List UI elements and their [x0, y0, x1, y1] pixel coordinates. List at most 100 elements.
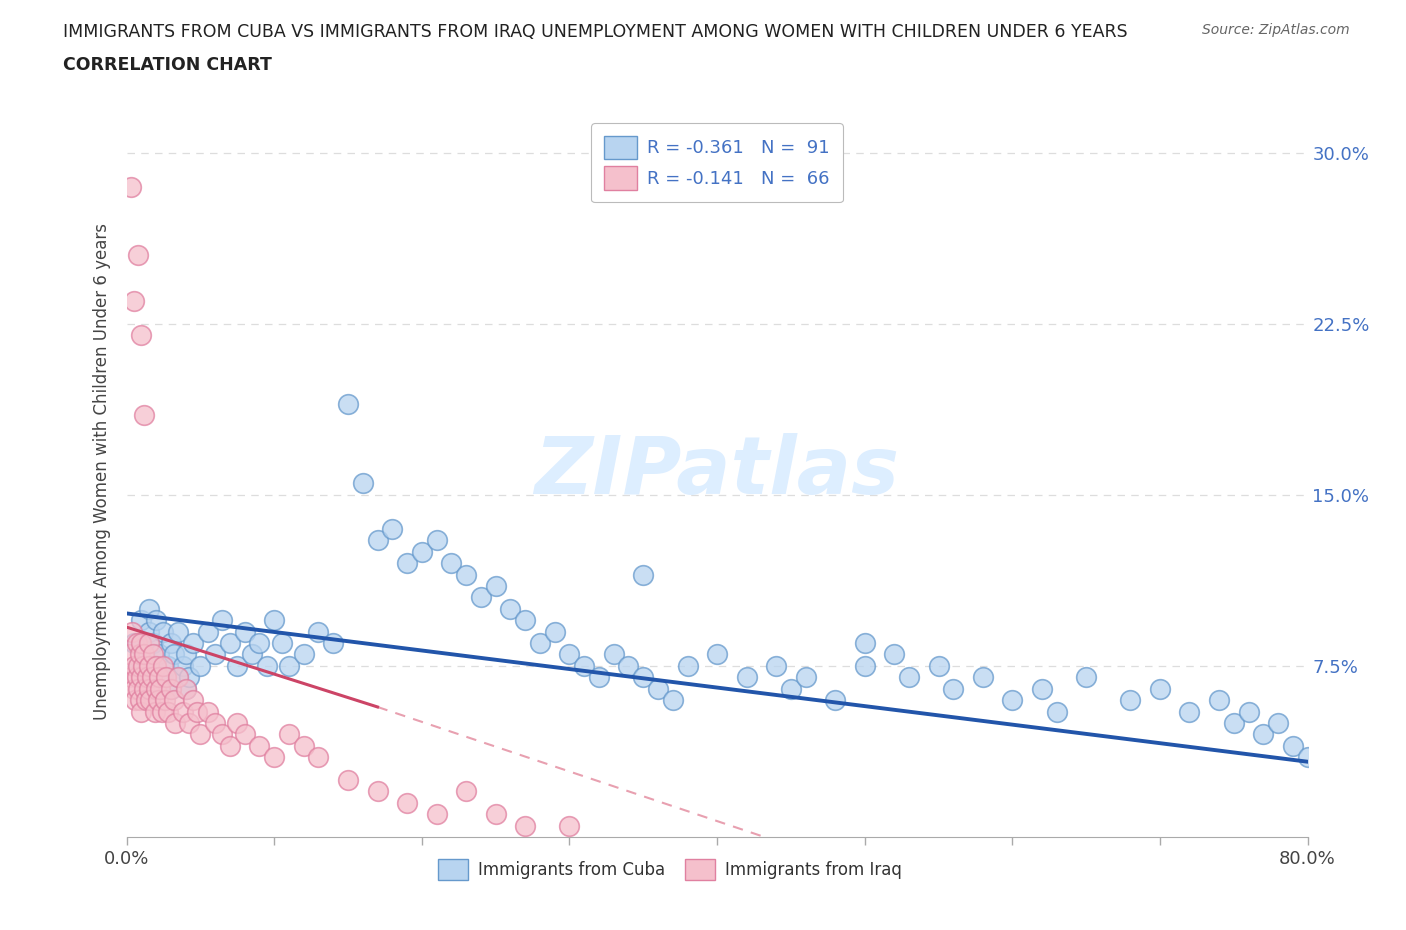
Point	[676, 658, 699, 673]
Point	[134, 647, 156, 662]
Point	[135, 693, 157, 708]
Point	[499, 602, 522, 617]
Point	[152, 658, 174, 673]
Point	[134, 647, 156, 662]
Point	[558, 647, 581, 662]
Point	[735, 670, 758, 684]
Point	[211, 727, 233, 742]
Point	[129, 613, 153, 628]
Point	[138, 658, 160, 673]
Point	[367, 784, 389, 799]
Point	[337, 773, 360, 788]
Point	[942, 682, 965, 697]
Text: CORRELATION CHART: CORRELATION CHART	[63, 56, 273, 73]
Point	[263, 613, 285, 628]
Point	[156, 704, 179, 719]
Point	[122, 658, 145, 673]
Point	[188, 658, 212, 673]
Point	[148, 670, 170, 684]
Point	[165, 715, 187, 730]
Point	[155, 670, 177, 684]
Point	[153, 693, 176, 708]
Point	[127, 658, 149, 673]
Point	[211, 613, 233, 628]
Point	[263, 750, 285, 764]
Point	[152, 624, 174, 639]
Point	[145, 658, 167, 673]
Point	[1282, 738, 1305, 753]
Point	[529, 635, 551, 650]
Point	[127, 247, 149, 262]
Point	[145, 613, 167, 628]
Point	[156, 658, 179, 673]
Point	[249, 635, 271, 650]
Legend: Immigrants from Cuba, Immigrants from Iraq: Immigrants from Cuba, Immigrants from Ir…	[432, 852, 908, 887]
Point	[543, 624, 565, 639]
Point	[134, 407, 156, 422]
Point	[337, 396, 360, 411]
Point	[633, 670, 655, 684]
Point	[765, 658, 787, 673]
Point	[308, 750, 330, 764]
Point	[177, 715, 200, 730]
Point	[124, 693, 146, 708]
Point	[853, 635, 876, 650]
Point	[129, 670, 153, 684]
Point	[249, 738, 271, 753]
Point	[146, 693, 169, 708]
Point	[138, 635, 160, 650]
Point	[270, 635, 292, 650]
Point	[142, 647, 165, 662]
Point	[1001, 693, 1024, 708]
Point	[128, 647, 150, 662]
Point	[1223, 715, 1246, 730]
Point	[1253, 727, 1275, 742]
Point	[292, 738, 315, 753]
Point	[226, 715, 249, 730]
Point	[1046, 704, 1069, 719]
Point	[256, 658, 278, 673]
Point	[163, 693, 186, 708]
Point	[972, 670, 994, 684]
Point	[1149, 682, 1171, 697]
Text: ZIPatlas: ZIPatlas	[534, 433, 900, 511]
Point	[219, 635, 242, 650]
Point	[188, 727, 212, 742]
Point	[197, 624, 219, 639]
Point	[515, 818, 537, 833]
Point	[425, 533, 447, 548]
Point	[484, 578, 508, 593]
Point	[174, 682, 197, 697]
Point	[121, 624, 143, 639]
Point	[172, 704, 194, 719]
Point	[574, 658, 596, 673]
Point	[174, 682, 197, 697]
Point	[120, 179, 142, 194]
Point	[160, 635, 183, 650]
Point	[292, 647, 315, 662]
Point	[352, 476, 374, 491]
Point	[118, 647, 141, 662]
Point	[163, 647, 186, 662]
Point	[456, 784, 478, 799]
Point	[129, 704, 153, 719]
Point	[177, 670, 200, 684]
Point	[181, 635, 204, 650]
Point	[484, 806, 508, 821]
Point	[138, 602, 160, 617]
Point	[120, 670, 142, 684]
Point	[143, 704, 166, 719]
Point	[1178, 704, 1201, 719]
Point	[127, 658, 149, 673]
Point	[138, 682, 160, 697]
Point	[172, 658, 194, 673]
Point	[240, 647, 263, 662]
Point	[167, 670, 190, 684]
Point	[425, 806, 447, 821]
Point	[1119, 693, 1142, 708]
Point	[928, 658, 950, 673]
Point	[145, 682, 167, 697]
Point	[396, 556, 419, 571]
Point	[1267, 715, 1289, 730]
Point	[149, 682, 172, 697]
